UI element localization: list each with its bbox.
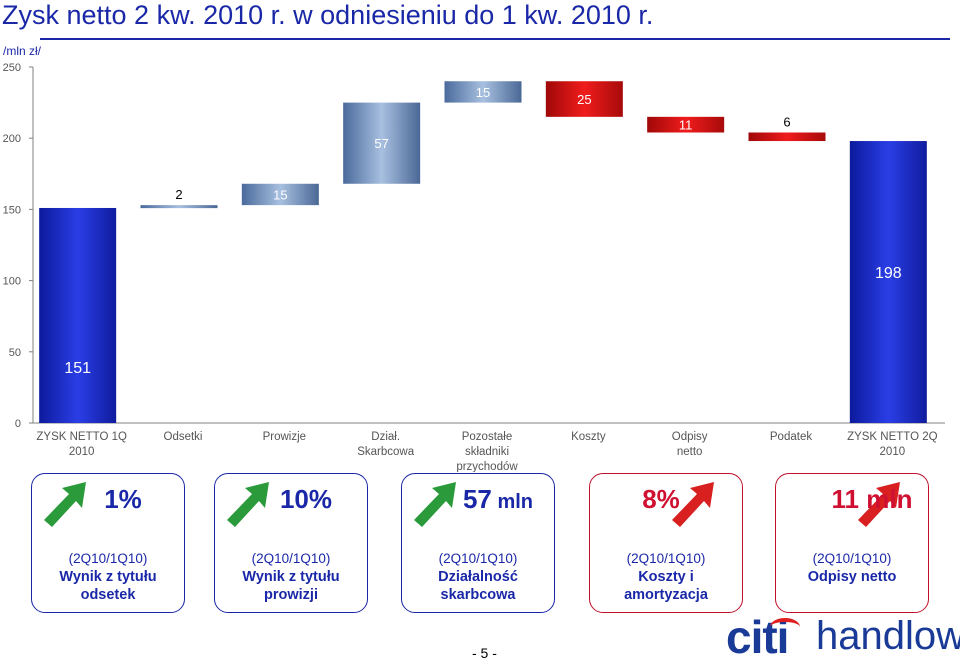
kpi-name-line: Działalność — [438, 569, 518, 585]
bar-2 — [140, 205, 218, 209]
bar-5 — [444, 81, 522, 103]
kpi-period: (2Q10/1Q10) — [251, 551, 331, 566]
kpi-value-number: 57 — [462, 484, 492, 514]
kpi-value: 57 mln — [402, 484, 554, 515]
kpi-value-number: 8% — [642, 484, 680, 514]
y-axis-unit-label: /mln zł/ — [3, 44, 42, 58]
kpi-caption: (2Q10/1Q10) Wynik z tytułu prowizji — [219, 550, 363, 604]
kpi-period: (2Q10/1Q10) — [438, 551, 518, 566]
kpi-value: 11 mln — [776, 484, 928, 515]
kpi-value: 10% — [215, 484, 367, 515]
y-tick-label: 250 — [3, 62, 21, 74]
kpi-value-number: 1% — [104, 484, 142, 514]
kpi-period: (2Q10/1Q10) — [626, 551, 706, 566]
arrow-up-icon — [412, 480, 456, 528]
bar-3 — [241, 183, 319, 206]
y-tick-label: 200 — [3, 133, 21, 145]
bar-8 — [748, 132, 826, 142]
bar-value-label: 57 — [374, 136, 388, 151]
y-tick-label: 100 — [3, 276, 21, 288]
x-category-label: Odsetki — [164, 431, 203, 443]
kpi-name-line: Wynik z tytułu — [59, 569, 157, 585]
logo-handlowy-text: handlowy — [816, 614, 960, 658]
page-title: Zysk netto 2 kw. 2010 r. w odniesieniu d… — [2, 0, 654, 30]
x-category-label: Pozostałe składniki przychodów — [456, 431, 518, 472]
kpi-card: 10% (2Q10/1Q10) Wynik z tytułu prowizji — [214, 473, 368, 613]
title-rule — [40, 38, 950, 40]
bar-value-label: 15 — [273, 187, 287, 202]
arrow-up-red-icon — [670, 480, 714, 528]
x-category-label: Dział. Skarbcowa — [357, 431, 414, 458]
citi-handlowy-logo: citi handlowy — [726, 611, 960, 663]
y-tick-label: 0 — [15, 418, 21, 430]
arrow-up-icon — [225, 480, 269, 528]
y-tick-label: 150 — [3, 204, 21, 216]
bar-1 — [39, 207, 117, 423]
bar-6 — [545, 81, 623, 117]
kpi-caption: (2Q10/1Q10) Działalność skarbcowa — [406, 550, 550, 604]
kpi-name-line: skarbcowa — [440, 587, 516, 603]
bar-value-label: 2 — [175, 187, 182, 202]
kpi-name-line: Odpisy netto — [807, 569, 897, 585]
x-category-label: Prowizje — [263, 431, 306, 443]
bar-9 — [849, 141, 927, 423]
bar-value-label: 6 — [783, 115, 790, 130]
bar-value-label: 11 — [679, 118, 693, 133]
x-category-label: ZYSK NETTO 2Q 2010 — [847, 431, 938, 458]
kpi-value: 8% — [590, 484, 742, 515]
kpi-period: (2Q10/1Q10) — [812, 551, 892, 566]
kpi-name-line: Koszty i — [638, 569, 694, 585]
kpi-card: 8% (2Q10/1Q10) Koszty i amortyzacja — [589, 473, 743, 613]
kpi-value-number: 10% — [279, 484, 333, 514]
waterfall-chart: /mln zł/ 0 50 100 150 200 250 151 2 15 57 15 25 11 6… — [3, 44, 945, 472]
kpi-caption: (2Q10/1Q10) Wynik z tytułu odsetek — [36, 550, 180, 604]
kpi-name-line: Wynik z tytułu — [242, 569, 340, 585]
arrow-up-icon — [42, 480, 86, 528]
x-category-label: ZYSK NETTO 1Q 2010 — [36, 431, 127, 458]
kpi-period: (2Q10/1Q10) — [68, 551, 148, 566]
kpi-card: 57 mln (2Q10/1Q10) Działalność skarbcowa — [401, 473, 555, 613]
kpi-card: 1% (2Q10/1Q10) Wynik z tytułu odsetek — [31, 473, 185, 613]
bar-value-label: 25 — [577, 92, 591, 107]
arrow-up-red-icon — [856, 480, 900, 528]
kpi-name-line: amortyzacja — [624, 587, 708, 603]
kpi-card: 11 mln (2Q10/1Q10) Odpisy netto — [775, 473, 929, 613]
x-category-label: Koszty — [571, 431, 606, 443]
page-number: - 5 - — [472, 645, 497, 661]
bar-value-label: 198 — [875, 265, 902, 282]
kpi-caption: (2Q10/1Q10) Koszty i amortyzacja — [594, 550, 738, 604]
x-category-label: Odpisy netto — [672, 431, 708, 458]
bar-value-label: 15 — [476, 85, 490, 100]
kpi-caption: (2Q10/1Q10) Odpisy netto — [780, 550, 924, 586]
bar-4 — [343, 102, 421, 184]
kpi-name-line: odsetek — [80, 587, 136, 603]
x-category-label: Podatek — [770, 431, 812, 443]
bar-7 — [647, 116, 725, 133]
y-tick-label: 50 — [9, 347, 21, 359]
kpi-value: 1% — [32, 484, 184, 515]
kpi-name-line: prowizji — [264, 587, 318, 603]
bar-value-label: 151 — [64, 360, 91, 377]
kpi-value-unit: mln — [491, 491, 534, 513]
logo-arc-icon — [770, 618, 800, 636]
kpi-value-number: 11 mln — [831, 484, 913, 514]
